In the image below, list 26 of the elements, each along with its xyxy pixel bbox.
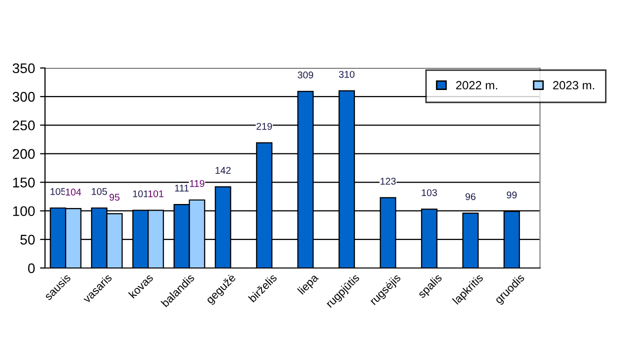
data-label: 310: [339, 70, 354, 78]
y-tick-label: 250: [12, 120, 35, 130]
y-tick-label: 50: [20, 234, 35, 245]
data-label: 101: [148, 190, 164, 198]
legend-label: 2023 m.: [553, 81, 594, 90]
data-label: 95: [110, 194, 120, 201]
data-label: 99: [506, 192, 517, 198]
y-tick-label: 350: [12, 63, 35, 74]
y-tick-label: 100: [13, 206, 35, 216]
data-label: 101: [133, 190, 148, 198]
y-tick-label: 300: [12, 92, 35, 102]
legend-label: 2022 m.: [456, 81, 498, 90]
y-tick-label: 0: [28, 263, 35, 274]
data-label: 142: [216, 166, 231, 174]
data-label: 105: [92, 188, 107, 195]
data-label: 219: [256, 122, 272, 130]
data-label: 105: [50, 188, 66, 195]
y-tick-label: 150: [13, 178, 35, 188]
y-tick-label: 200: [12, 149, 35, 159]
data-label: 104: [66, 188, 82, 196]
data-label: 309: [298, 72, 314, 78]
data-label: 103: [422, 189, 437, 196]
data-label: 111: [175, 184, 189, 192]
data-label: 119: [190, 180, 204, 187]
data-label: 123: [380, 178, 396, 185]
data-label: 96: [466, 193, 476, 200]
